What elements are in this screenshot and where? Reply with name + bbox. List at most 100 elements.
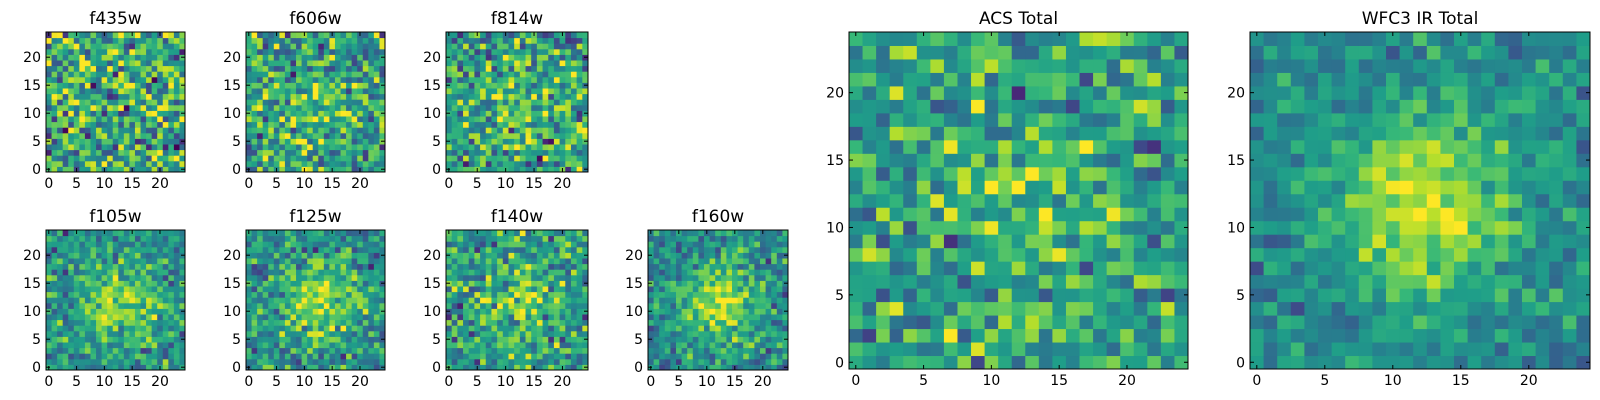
heatmap-cell <box>903 234 918 249</box>
heatmap-cell <box>943 234 958 249</box>
heatmap-cell <box>485 37 492 44</box>
heatmap-cell <box>279 235 286 242</box>
heatmap-cell <box>480 155 487 162</box>
heatmap-cell <box>368 54 375 61</box>
heatmap-cell <box>251 342 258 349</box>
heatmap-cell <box>318 32 325 39</box>
heatmap-cell <box>357 336 364 343</box>
heatmap-cell <box>57 347 64 354</box>
heatmap-cell <box>565 286 572 293</box>
heatmap-cell <box>162 43 169 50</box>
heatmap-cell <box>502 314 509 321</box>
heatmap-cell <box>1120 342 1135 357</box>
heatmap-cell <box>485 325 492 332</box>
heatmap-cell <box>123 82 130 89</box>
heatmap-cell <box>290 230 297 237</box>
heatmap-cell <box>889 220 904 235</box>
heatmap-cell <box>943 180 958 195</box>
heatmap-cell <box>903 180 918 195</box>
heatmap-cell <box>246 286 253 293</box>
heatmap-cell <box>346 353 353 360</box>
heatmap-cell <box>46 263 53 270</box>
heatmap-cell <box>123 297 130 304</box>
heatmap-cell <box>118 88 125 95</box>
heatmap-cell <box>687 364 694 371</box>
heatmap-cell <box>480 325 487 332</box>
heatmap-cell <box>334 138 342 145</box>
heatmap-cell <box>474 252 481 259</box>
heatmap-cell <box>157 127 164 134</box>
heatmap-cell <box>329 43 336 50</box>
heatmap-cell <box>474 325 481 332</box>
heatmap-cell <box>257 76 264 83</box>
heatmap-cell <box>157 274 164 281</box>
heatmap-cell <box>112 82 119 89</box>
heatmap-cell <box>112 121 119 128</box>
heatmap-cell <box>373 280 380 287</box>
heatmap-cell <box>776 258 783 265</box>
heatmap-cell <box>368 127 375 134</box>
heatmap-cell <box>698 336 705 343</box>
heatmap-cell <box>502 54 509 61</box>
heatmap-cell <box>107 342 114 349</box>
heatmap-cell <box>307 71 314 78</box>
heatmap-cell <box>514 353 521 360</box>
heatmap-cell <box>251 121 258 128</box>
heatmap-cell <box>90 364 97 371</box>
heatmap-cell <box>262 252 269 259</box>
heatmap-cell <box>346 71 353 78</box>
heatmap-cell <box>446 116 453 123</box>
heatmap-cell <box>1106 234 1121 249</box>
heatmap-cell <box>519 319 527 326</box>
heatmap-cell <box>542 43 549 50</box>
heatmap-cell <box>491 241 498 248</box>
heatmap-cell <box>676 274 683 281</box>
heatmap-cell <box>531 138 538 145</box>
heatmap-cell <box>1038 247 1053 262</box>
heatmap-cell <box>129 314 136 321</box>
heatmap-cell <box>508 99 515 106</box>
heatmap-cell <box>480 246 487 253</box>
heatmap-cell <box>151 269 158 276</box>
heatmap-cell <box>346 241 353 248</box>
heatmap-cell <box>491 358 498 365</box>
heatmap-cell <box>273 358 280 365</box>
heatmap-cell <box>480 149 487 156</box>
heatmap-cell <box>68 43 75 50</box>
heatmap-cell <box>732 252 739 259</box>
heatmap-cell <box>485 297 492 304</box>
heatmap-cell <box>134 336 142 343</box>
heatmap-cell <box>79 308 86 315</box>
heatmap-cell <box>307 127 314 134</box>
heatmap-cell <box>704 286 711 293</box>
heatmap-cell <box>251 364 258 371</box>
heatmap-cell <box>346 76 353 83</box>
heatmap-cell <box>709 252 716 259</box>
heatmap-cell <box>151 291 158 298</box>
heatmap-cell <box>129 342 136 349</box>
heatmap-cell <box>251 48 258 55</box>
heatmap-cell <box>463 99 470 106</box>
heatmap-cell <box>312 280 319 287</box>
heatmap-cell <box>162 104 169 111</box>
heatmap-cell <box>140 43 147 50</box>
heatmap-cell <box>351 43 358 50</box>
heatmap-cell <box>732 342 739 349</box>
heatmap-cell <box>916 193 931 208</box>
heatmap-cell <box>290 127 297 134</box>
heatmap-cell <box>273 127 280 134</box>
heatmap-cell <box>943 193 958 208</box>
heatmap-cell <box>957 274 972 289</box>
heatmap-cell <box>340 263 347 270</box>
heatmap-cell <box>446 144 453 151</box>
heatmap-cell <box>46 88 53 95</box>
heatmap-cell <box>151 274 158 281</box>
heatmap-cell <box>51 353 58 360</box>
heatmap-cell <box>664 263 671 270</box>
heatmap-cell <box>123 308 130 315</box>
heatmap-cell <box>849 193 864 208</box>
heatmap-cell <box>451 230 458 237</box>
heatmap-cell <box>548 230 555 237</box>
heatmap-cell <box>323 82 330 89</box>
heatmap-cell <box>51 76 58 83</box>
